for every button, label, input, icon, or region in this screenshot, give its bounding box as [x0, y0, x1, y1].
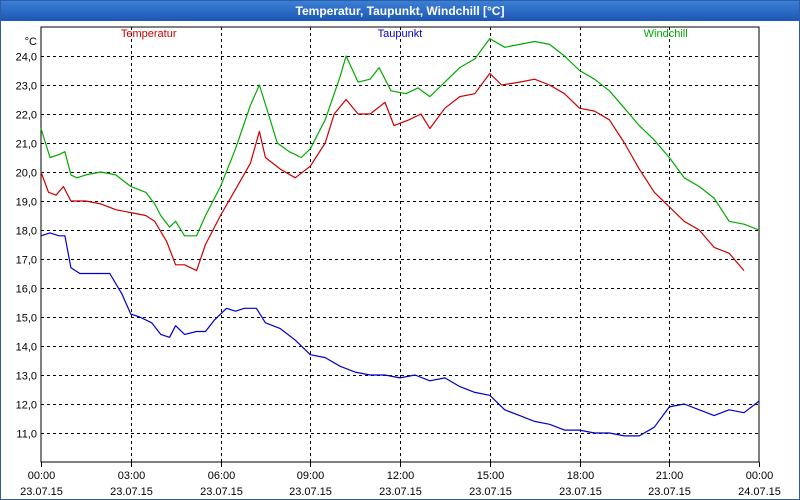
y-tick-label: 15,0	[16, 313, 37, 325]
y-tick-label: 23,0	[16, 81, 37, 93]
x-tick-date: 23.07.15	[289, 486, 332, 498]
legend-temperatur: Temperatur	[121, 28, 177, 40]
y-tick-label: 22,0	[16, 110, 37, 122]
y-tick-label: 18,0	[16, 226, 37, 238]
y-tick-label: 12,0	[16, 400, 37, 412]
y-tick-label: 11,0	[16, 429, 37, 441]
chart-title: Temperatur, Taupunkt, Windchill [°C]	[1, 1, 799, 21]
y-tick-label: 19,0	[16, 197, 37, 209]
x-tick-time: 21:00	[656, 470, 684, 482]
x-tick-time: 15:00	[477, 470, 505, 482]
series-line-windchill	[40, 38, 760, 237]
series-line-taupunkt	[40, 232, 760, 437]
chart-plot: 11,0 12,0 13,0 14,0 15,0 16,0 17,0 18,0 19,0 20,0…	[16, 26, 781, 498]
series-line-temperatur	[40, 72, 745, 272]
x-tick-date: 24.07.15	[738, 486, 781, 498]
x-tick-date: 23.07.15	[559, 486, 602, 498]
y-tick-label: 24,0	[16, 52, 37, 64]
y-tick-label: 17,0	[16, 255, 37, 267]
x-tick-date: 23.07.15	[379, 486, 422, 498]
x-tick-time: 18:00	[567, 470, 595, 482]
x-tick-date: 23.07.15	[469, 486, 512, 498]
y-tick-label: 13,0	[16, 371, 37, 383]
x-tick-time: 06:00	[208, 470, 236, 482]
y-tick-label: 20,0	[16, 168, 37, 180]
x-tick-time: 00:00	[28, 470, 56, 482]
x-tick-date: 23.07.15	[20, 486, 63, 498]
y-tick-label: 16,0	[16, 284, 37, 296]
x-tick-date: 23.07.15	[200, 486, 243, 498]
legend-taupunkt: Taupunkt	[378, 28, 423, 40]
x-tick-time: 09:00	[297, 470, 325, 482]
x-tick-time: 12:00	[387, 470, 415, 482]
legend-windchill: Windchill	[644, 28, 688, 40]
y-tick-label: 21,0	[16, 139, 37, 151]
x-tick-time: 00:00	[746, 470, 774, 482]
x-tick-date: 23.07.15	[110, 486, 153, 498]
y-axis-unit: °C	[25, 36, 37, 48]
y-tick-label: 14,0	[16, 342, 37, 354]
x-tick-time: 03:00	[118, 470, 146, 482]
x-tick-date: 23.07.15	[648, 486, 691, 498]
